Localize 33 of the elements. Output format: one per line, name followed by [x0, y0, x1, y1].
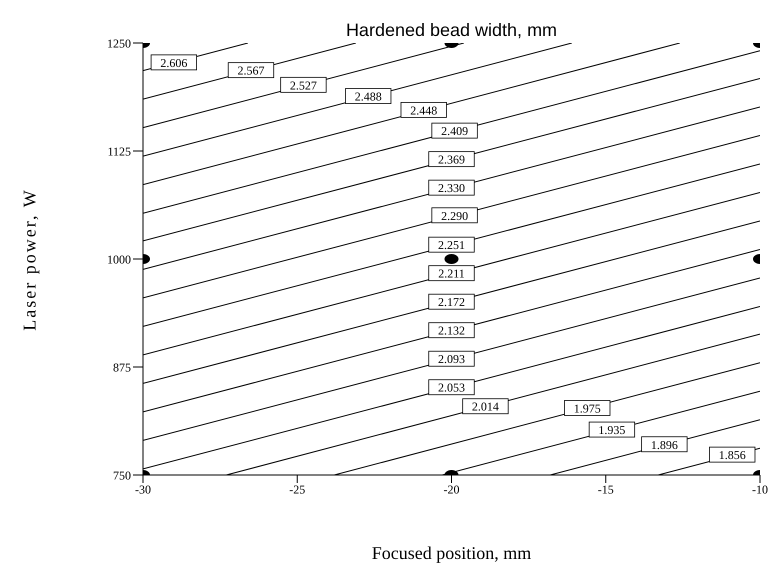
y-tick-label: 750 [113, 468, 131, 482]
annotation: 2.251 [438, 238, 465, 252]
annotation: 2.606 [160, 56, 188, 70]
annotation: 2.369 [438, 152, 465, 167]
annotation: 2.211 [438, 266, 465, 281]
x-tick-label: -15 [598, 482, 614, 497]
y-tick-label: 1000 [107, 252, 131, 266]
y-axis-title: Laser power, W [20, 187, 40, 333]
annotation: 2.527 [290, 78, 317, 92]
y-tick-label: 1250 [107, 36, 131, 50]
annotation: 2.409 [441, 124, 468, 138]
chart-title: Hardened bead width, mm [344, 20, 558, 41]
annotation: 1.975 [574, 401, 601, 416]
annotation: 2.488 [354, 90, 382, 104]
annotation: 2.053 [438, 380, 465, 395]
y-tick-label: 875 [113, 360, 131, 374]
annotation: 1.935 [598, 423, 626, 438]
annotation: 2.290 [441, 208, 468, 223]
x-axis-title: Focused position, mm [370, 543, 532, 564]
annotation: 1.896 [650, 438, 678, 452]
annotation: 2.132 [438, 324, 465, 338]
x-tick-label: -25 [289, 482, 306, 497]
x-tick-label: -30 [135, 482, 151, 497]
annotation: 1.856 [718, 448, 746, 462]
x-tick-label: -10 [752, 482, 768, 497]
annotation: 2.567 [237, 64, 264, 78]
annotation: 2.093 [438, 352, 465, 366]
y-tick-label: 1125 [107, 144, 131, 158]
annotation: 2.330 [438, 181, 465, 196]
annotation: 2.448 [410, 103, 438, 118]
x-tick-label: -20 [444, 482, 460, 497]
annotation: 2.014 [472, 400, 499, 414]
annotation: 2.172 [438, 295, 465, 310]
